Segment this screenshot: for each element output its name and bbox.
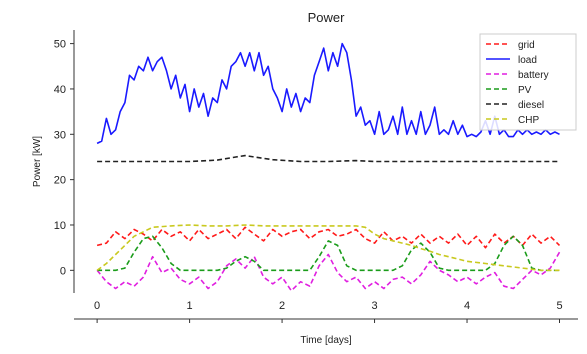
- x-tick-label: 5: [556, 300, 562, 312]
- series-line-battery: [96, 251, 561, 292]
- chart-title: Power: [308, 10, 346, 25]
- x-tick-label: 3: [371, 300, 377, 312]
- series-line-diesel: [97, 154, 560, 163]
- legend-label-grid: grid: [518, 40, 535, 51]
- y-tick-label: 10: [54, 220, 66, 232]
- x-tick-label: 4: [464, 300, 470, 312]
- x-axis-label: Time [days]: [300, 335, 352, 346]
- y-tick-label: 20: [54, 175, 66, 187]
- legend-box: [479, 33, 577, 131]
- y-axis-label: Power [kW]: [32, 136, 43, 187]
- series-line-pv: [97, 235, 560, 272]
- x-tick-label: 1: [187, 300, 193, 312]
- x-tick-label: 0: [94, 300, 100, 312]
- legend-label-battery: battery: [518, 70, 549, 81]
- series-line-chp: [96, 224, 560, 272]
- x-tick-label: 2: [279, 300, 285, 312]
- series-line-grid: [96, 226, 561, 249]
- y-tick-label: 40: [54, 84, 66, 96]
- legend-label-pv: PV: [518, 85, 532, 96]
- legend-label-diesel: diesel: [518, 100, 544, 111]
- legend: grid load battery PV diesel CHP: [479, 33, 577, 131]
- y-tick-label: 50: [54, 39, 66, 51]
- y-tick-label: 0: [60, 265, 66, 277]
- legend-label-load: load: [518, 55, 537, 66]
- legend-label-chp: CHP: [518, 115, 539, 126]
- y-tick-label: 30: [54, 129, 66, 141]
- axes: 0 10 20 30 40 50 0 1 2 3 4 5: [54, 30, 578, 323]
